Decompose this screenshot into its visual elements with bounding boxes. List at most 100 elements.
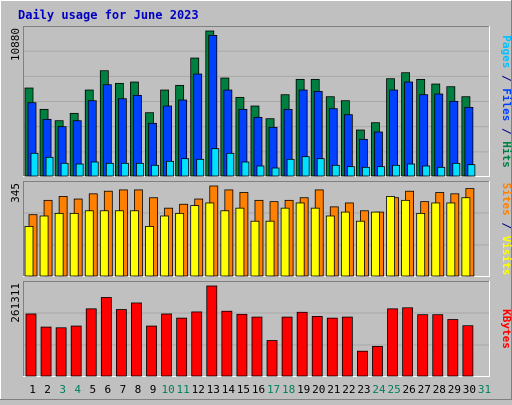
bar-pages-day-1 <box>30 152 39 177</box>
bar-sites-day-15 <box>235 207 245 277</box>
panel-kbytes-side-label: KBytes <box>500 309 512 349</box>
day-label-26: 26 <box>403 383 416 396</box>
bar-kbytes-day-16 <box>251 316 263 377</box>
bar-sites-day-7 <box>114 210 124 277</box>
bar-sites-day-20 <box>310 207 320 277</box>
bar-pages-day-24 <box>377 166 385 177</box>
bar-kbytes-day-29 <box>447 319 459 377</box>
x-axis-day-labels: 1 2 3 4 5 6 7 8 9 10 11 12 13 14 15 16 17 18 19 20 21 22 23 24 2… <box>29 383 491 396</box>
bar-pages-day-6 <box>105 162 114 177</box>
day-label-11: 11 <box>177 383 190 396</box>
day-label-10: 10 <box>161 383 174 396</box>
bar-kbytes-day-1 <box>25 313 37 377</box>
side-label-part: / <box>500 68 512 88</box>
bar-pages-day-22 <box>346 166 355 177</box>
day-label-28: 28 <box>433 383 446 396</box>
bar-pages-day-20 <box>316 158 325 177</box>
panel-visits: 345 Sites / Visits <box>9 181 512 277</box>
side-label-part: KBytes <box>500 309 512 349</box>
bar-pages-day-5 <box>90 161 99 177</box>
day-label-4: 4 <box>74 383 81 396</box>
bar-pages-day-19 <box>301 156 310 177</box>
bar-sites-day-21 <box>325 215 335 277</box>
side-label-part: Files <box>500 88 512 121</box>
bar-kbytes-day-7 <box>115 309 127 377</box>
bar-pages-day-25 <box>392 164 400 177</box>
bar-sites-day-4 <box>69 212 79 277</box>
bar-sites-day-30 <box>461 197 471 277</box>
bar-sites-day-28 <box>431 202 441 277</box>
bar-pages-day-17 <box>271 167 280 177</box>
bar-kbytes-day-10 <box>161 313 172 377</box>
panel-hits-side-label: Pages / Files / Hits <box>500 35 512 168</box>
series-kbytes <box>25 285 474 377</box>
bar-pages-day-13 <box>211 148 220 177</box>
bar-sites-day-10 <box>160 215 169 277</box>
bar-sites-day-29 <box>446 202 456 277</box>
bar-sites-day-5 <box>84 210 94 277</box>
bar-pages-day-29 <box>452 162 461 177</box>
bar-kbytes-day-6 <box>100 297 112 377</box>
day-label-18: 18 <box>282 383 295 396</box>
bar-pages-day-2 <box>45 156 54 177</box>
day-label-22: 22 <box>342 383 355 396</box>
bar-kbytes-day-27 <box>417 314 429 377</box>
day-label-31: 31 <box>478 383 491 396</box>
bar-kbytes-day-26 <box>402 307 414 377</box>
bar-pages-day-10 <box>166 160 174 177</box>
bar-kbytes-day-19 <box>296 311 308 377</box>
day-label-16: 16 <box>252 383 265 396</box>
day-label-29: 29 <box>448 383 461 396</box>
side-label-part: / <box>500 121 512 141</box>
day-label-6: 6 <box>105 383 112 396</box>
bar-kbytes-day-23 <box>357 350 368 377</box>
day-label-17: 17 <box>267 383 280 396</box>
series-files <box>27 34 474 177</box>
side-label-part: Sites <box>500 183 512 216</box>
bar-pages-day-8 <box>136 162 144 177</box>
bar-files-day-6 <box>102 84 112 177</box>
chart-panels: 10880 Pages / Files / Hits 345 Sites / Visi… <box>9 26 512 377</box>
day-label-23: 23 <box>357 383 370 396</box>
day-label-30: 30 <box>463 383 476 396</box>
side-label-part: Pages <box>500 35 512 68</box>
bar-pages-day-15 <box>241 161 250 177</box>
bar-pages-day-9 <box>151 164 159 177</box>
bar-kbytes-day-24 <box>372 345 383 377</box>
side-label-part: Hits <box>500 141 512 168</box>
bar-pages-day-16 <box>256 165 265 177</box>
bar-kbytes-day-15 <box>236 313 248 377</box>
chart-title: Daily usage for June 2023 <box>18 8 199 22</box>
day-label-24: 24 <box>372 383 386 396</box>
bar-kbytes-day-20 <box>311 316 323 377</box>
bar-pages-day-30 <box>467 164 476 177</box>
bar-pages-day-21 <box>331 164 340 177</box>
bar-kbytes-day-5 <box>85 308 97 377</box>
side-label-part: Visits <box>500 236 512 276</box>
bar-sites-day-8 <box>130 210 139 277</box>
bar-sites-day-16 <box>250 220 260 277</box>
series-pages <box>30 148 476 177</box>
bar-files-day-27 <box>419 94 429 177</box>
bar-kbytes-day-12 <box>191 311 203 377</box>
day-label-5: 5 <box>89 383 96 396</box>
bar-sites-day-12 <box>190 205 200 277</box>
day-label-27: 27 <box>418 383 431 396</box>
bar-kbytes-day-11 <box>176 317 188 377</box>
bar-kbytes-day-2 <box>40 326 52 377</box>
bar-pages-day-7 <box>120 162 129 177</box>
bar-sites-day-22 <box>340 211 350 277</box>
panel-kbytes: 261311 KBytes <box>9 281 512 377</box>
day-label-1: 1 <box>29 383 36 396</box>
day-label-15: 15 <box>237 383 250 396</box>
day-label-9: 9 <box>150 383 157 396</box>
bar-kbytes-day-22 <box>341 316 353 377</box>
bar-pages-day-28 <box>437 166 446 177</box>
day-label-14: 14 <box>222 383 236 396</box>
bar-kbytes-day-14 <box>221 310 233 377</box>
bar-kbytes-day-3 <box>55 327 67 377</box>
day-label-3: 3 <box>59 383 66 396</box>
bar-kbytes-day-18 <box>281 316 293 377</box>
bar-sites-day-11 <box>175 212 185 277</box>
